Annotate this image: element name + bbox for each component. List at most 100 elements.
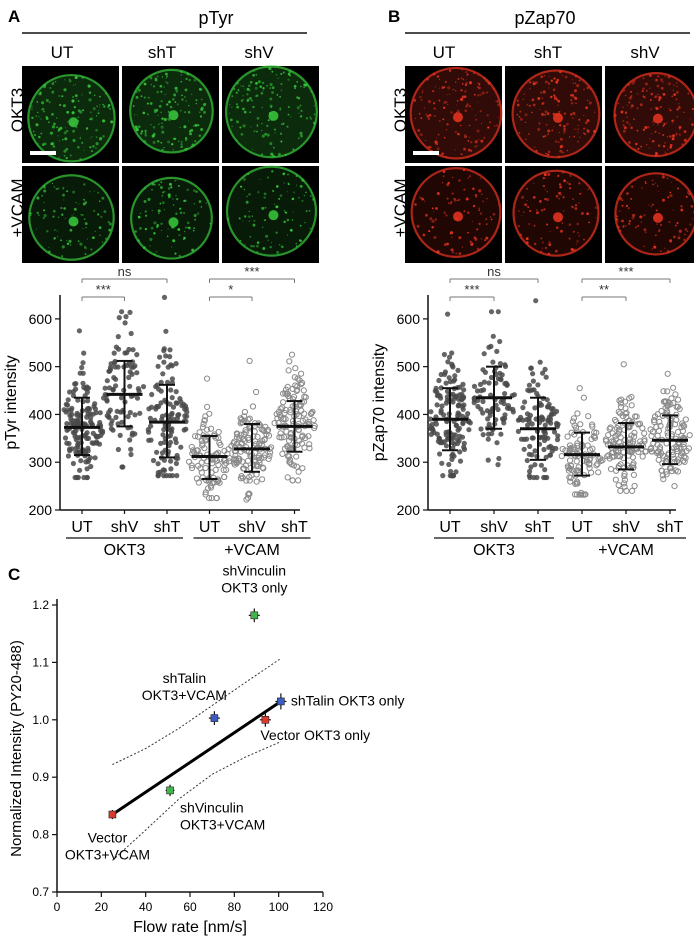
panel-a-data-point bbox=[284, 453, 292, 460]
panel-a-data-point bbox=[242, 427, 249, 434]
panel-c-data-point bbox=[277, 697, 285, 706]
panel-a-data-point bbox=[282, 386, 290, 393]
panel-b-data-point bbox=[565, 467, 573, 474]
panel-a-data-point bbox=[179, 403, 185, 409]
panel-b-data-point bbox=[581, 491, 588, 498]
panel-a-data-point bbox=[213, 457, 221, 464]
panel-a-data-point bbox=[162, 439, 168, 445]
panel-a-data-point bbox=[88, 419, 94, 425]
panel-a-data-point bbox=[220, 466, 227, 474]
panel-a-data-point bbox=[130, 347, 136, 353]
panel-b-data-point bbox=[573, 478, 581, 485]
panel-a-data-point bbox=[201, 417, 208, 424]
panel-a-data-point bbox=[241, 408, 248, 416]
panel-b-data-point bbox=[453, 422, 459, 429]
panel-a-data-point bbox=[115, 421, 121, 427]
panel-a-col-sht: shT bbox=[148, 43, 176, 62]
panel-b-data-point bbox=[670, 445, 677, 452]
panel-b-data-point bbox=[502, 412, 508, 418]
panel-c-y-tick-label: 1.1 bbox=[32, 655, 49, 669]
panel-a-data-point bbox=[124, 350, 130, 356]
panel-a-data-point bbox=[69, 411, 75, 418]
panel-a-data-point bbox=[140, 384, 147, 390]
panel-b-data-point bbox=[429, 421, 436, 427]
panel-a-data-point bbox=[98, 428, 104, 434]
panel-b-letter: B bbox=[388, 7, 400, 26]
panel-b-micrographs bbox=[405, 66, 694, 263]
panel-a-data-point bbox=[157, 354, 163, 360]
panel-b-data-point bbox=[547, 443, 554, 449]
panel-b-data-point bbox=[573, 428, 580, 435]
panel-a-data-point bbox=[215, 428, 222, 436]
panel-a-data-point bbox=[283, 428, 290, 435]
panel-b-y-label: pZap70 intensity bbox=[371, 344, 388, 461]
panel-a-data-point bbox=[73, 445, 79, 451]
panel-b-data-point bbox=[621, 473, 628, 480]
panel-a-data-point bbox=[118, 395, 125, 401]
panel-b-data-point bbox=[619, 413, 627, 420]
panel-a-data-point bbox=[161, 359, 167, 365]
panel-a-data-point bbox=[111, 350, 117, 356]
panel-a-data-point bbox=[147, 415, 153, 421]
panel-b-micrograph-tile bbox=[405, 166, 502, 263]
panel-b-group-label: OKT3 bbox=[473, 542, 515, 559]
panel-b-data-point bbox=[542, 366, 548, 372]
panel-a-data-point bbox=[241, 430, 248, 438]
panel-b-data-point bbox=[502, 362, 508, 368]
panel-b-data-point bbox=[660, 388, 667, 395]
panel-b-data-point bbox=[656, 418, 663, 425]
panel-c-data-point bbox=[250, 611, 259, 620]
panel-b-data-point bbox=[434, 389, 440, 395]
panel-b-data-point bbox=[528, 464, 534, 470]
panel-a-data-point bbox=[264, 428, 271, 435]
panel-a-data-point bbox=[293, 453, 300, 460]
panel-b-data-point bbox=[664, 370, 671, 377]
panel-a-data-point bbox=[173, 361, 179, 367]
panel-a-data-point bbox=[163, 473, 170, 479]
panel-b-data-point bbox=[459, 434, 466, 440]
panel-a-group-label: +VCAM bbox=[224, 542, 280, 559]
panel-b-data-point bbox=[534, 390, 540, 397]
panel-a-data-point bbox=[129, 371, 135, 377]
panel-a-micrograph-tile bbox=[222, 65, 319, 163]
panel-b-data-point bbox=[455, 367, 461, 373]
panel-a-data-point bbox=[239, 436, 246, 443]
panel-a-micrograph-tile bbox=[22, 66, 119, 163]
panel-a-data-point bbox=[82, 421, 88, 427]
panel-a-data-point bbox=[65, 397, 71, 403]
panel-b-y-tick-label: 300 bbox=[397, 454, 421, 470]
panel-a-data-point bbox=[85, 398, 91, 404]
panel-a-data-point bbox=[223, 466, 230, 473]
panel-a-data-point bbox=[299, 417, 306, 424]
panel-b-data-point bbox=[443, 400, 449, 406]
panel-a-data-point bbox=[258, 455, 265, 462]
panel-a-data-point bbox=[74, 410, 80, 416]
panel-a-data-point bbox=[194, 433, 202, 440]
panel-b-data-point bbox=[495, 309, 501, 315]
panel-b-data-point bbox=[653, 424, 660, 431]
panel-c-letter: C bbox=[8, 565, 20, 584]
panel-b-micrograph-tile bbox=[605, 66, 694, 163]
panel-b-data-point bbox=[569, 418, 577, 425]
panel-a-data-point bbox=[75, 397, 81, 403]
panel-a-data-point bbox=[158, 440, 164, 446]
panel-b-data-point bbox=[530, 378, 537, 384]
panel-c-point-label: Vector bbox=[88, 830, 128, 846]
panel-b-group-label: +VCAM bbox=[598, 542, 654, 559]
panel-a-data-point bbox=[70, 460, 76, 467]
panel-b-data-point bbox=[427, 416, 433, 422]
panel-b-data-point bbox=[633, 413, 640, 420]
panel-a-data-point bbox=[193, 475, 200, 482]
panel-a-data-point bbox=[267, 449, 274, 456]
panel-a-data-point bbox=[134, 395, 141, 401]
panel-b-data-point bbox=[434, 393, 440, 399]
panel-b-data-point bbox=[497, 361, 503, 367]
panel-b-data-point bbox=[526, 473, 533, 479]
panel-b-data-point bbox=[435, 438, 441, 444]
panel-b-data-point bbox=[576, 385, 583, 392]
panel-b-data-point bbox=[444, 437, 450, 443]
panel-c-y-tick-label: 1.2 bbox=[32, 598, 49, 612]
panel-b-series-0 bbox=[427, 311, 473, 479]
panel-b-data-point bbox=[626, 464, 634, 471]
panel-b-data-point bbox=[490, 333, 496, 339]
